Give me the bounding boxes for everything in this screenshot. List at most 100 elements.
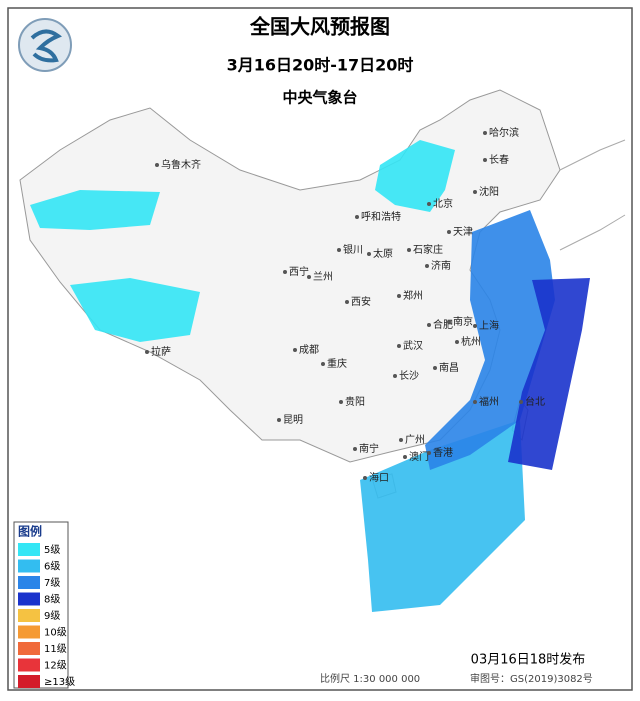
legend-label: 9级: [44, 610, 60, 622]
titles: 全国大风预报图 3月16日20时-17日20时 中央气象台: [227, 15, 414, 107]
legend-label: ≥13级: [44, 676, 75, 688]
city-dot: [337, 248, 341, 252]
legend-swatch: [18, 592, 40, 606]
wind-region: [375, 140, 455, 212]
city-label: 南宁: [359, 442, 379, 455]
legend-label: 12级: [44, 660, 67, 672]
city-label: 武汉: [403, 339, 423, 352]
city-dot: [345, 300, 349, 304]
city-label: 乌鲁木齐: [161, 158, 201, 171]
map-title: 全国大风预报图: [249, 15, 390, 39]
city-label: 重庆: [327, 357, 347, 370]
city-dot: [433, 366, 437, 370]
city-label: 兰州: [313, 270, 333, 283]
city-label: 南京: [453, 315, 473, 328]
city-label: 西宁: [289, 265, 309, 278]
city-label: 郑州: [403, 289, 423, 302]
city-label: 天津: [453, 226, 473, 238]
city-dot: [155, 163, 159, 167]
city-dot: [353, 447, 357, 451]
city-label: 成都: [299, 344, 319, 356]
city-label: 台北: [525, 395, 545, 408]
legend-swatch: [18, 543, 40, 556]
city-dot: [519, 400, 523, 404]
city-label: 济南: [431, 259, 451, 272]
legend: 图例 5级 6级 7级 8级 9级 10级 11级 12级 ≥13级: [13, 521, 75, 689]
wind-region: [360, 420, 525, 612]
city-label: 上海: [479, 319, 499, 332]
city-label: 拉萨: [151, 345, 171, 358]
city-dot: [355, 215, 359, 219]
city-label: 昆明: [283, 414, 303, 426]
legend-swatch: [18, 642, 40, 655]
city-label: 石家庄: [413, 243, 443, 256]
legend-swatch: [18, 625, 40, 639]
wind-regions: [30, 140, 590, 612]
city-dot: [399, 438, 403, 442]
city-label: 沈阳: [479, 185, 499, 198]
city-label: 太原: [373, 247, 393, 260]
city-label: 海口: [369, 471, 389, 484]
city-dot: [277, 418, 281, 422]
city-label: 澳门: [409, 450, 429, 463]
city-dot: [339, 400, 343, 404]
legend-label: 5级: [44, 544, 60, 556]
city-label: 北京: [433, 197, 453, 210]
legend-label: 11级: [44, 643, 67, 655]
city-dot: [427, 323, 431, 327]
legend-label: 7级: [44, 577, 60, 589]
city-label: 合肥: [433, 318, 453, 331]
city-dot: [473, 324, 477, 328]
legend-swatch: [18, 675, 40, 688]
legend-items: 5级 6级 7级 8级 9级 10级 11级 12级 ≥13级: [18, 543, 75, 688]
city-dot: [427, 451, 431, 455]
legend-label: 10级: [44, 627, 67, 639]
city-dot: [447, 320, 451, 324]
issued-time: 03月16日18时发布: [471, 652, 586, 668]
city-dot: [363, 476, 367, 480]
city-label: 福州: [479, 395, 499, 408]
city-dot: [397, 294, 401, 298]
city-label: 西安: [351, 295, 371, 308]
city-dot: [397, 344, 401, 348]
wind-region: [508, 278, 590, 470]
city-label: 呼和浩特: [361, 211, 401, 223]
legend-title: 图例: [18, 524, 42, 539]
city-label: 长春: [489, 154, 509, 166]
legend-swatch: [18, 609, 40, 622]
city-dot: [483, 131, 487, 135]
city-dot: [283, 270, 287, 274]
city-dot: [321, 362, 325, 366]
city-dot: [393, 374, 397, 378]
scale: 比例尺 1:30 000 000: [320, 672, 420, 685]
city-dot: [307, 275, 311, 279]
wind-region: [70, 278, 200, 342]
legend-label: 6级: [44, 561, 60, 573]
city-label: 银川: [343, 243, 363, 256]
city-dot: [447, 230, 451, 234]
legend-swatch: [18, 559, 40, 573]
city-label: 贵阳: [345, 395, 365, 408]
legend-swatch: [18, 658, 40, 672]
city-label: 香港: [433, 447, 453, 459]
logo: [18, 18, 72, 72]
legend-label: 8级: [44, 594, 60, 606]
city-label: 长沙: [399, 370, 419, 382]
city-dot: [407, 248, 411, 252]
city-label: 广州: [405, 434, 425, 446]
korea-japan: [559, 139, 626, 251]
city-label: 南昌: [439, 361, 459, 374]
city-dot: [473, 190, 477, 194]
city-dot: [403, 455, 407, 459]
city-dot: [427, 202, 431, 206]
map-subtitle: 3月16日20时-17日20时: [227, 56, 414, 75]
city-label: 哈尔滨: [489, 126, 519, 139]
city-dot: [483, 158, 487, 162]
city-dot: [367, 252, 371, 256]
city-dot: [425, 264, 429, 268]
city-dot: [293, 348, 297, 352]
issuer: 中央气象台: [282, 89, 357, 107]
city-dot: [145, 350, 149, 354]
